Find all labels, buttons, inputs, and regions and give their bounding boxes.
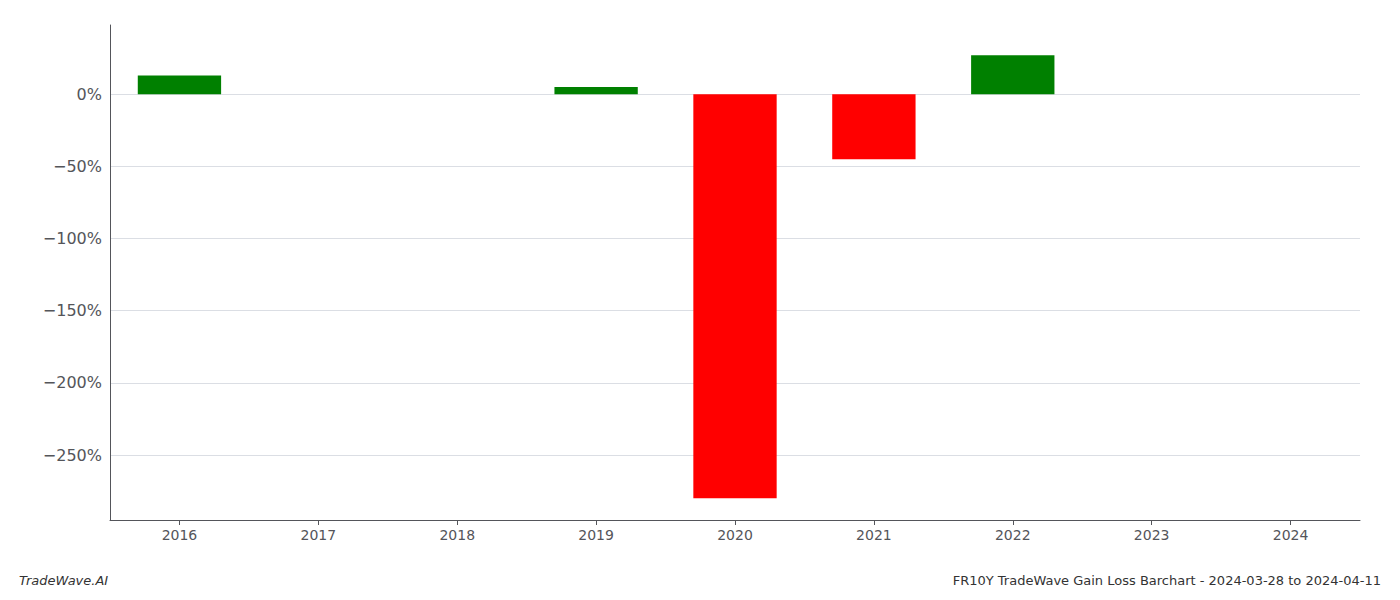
svg-text:2023: 2023 [1134, 527, 1170, 543]
svg-text:2021: 2021 [856, 527, 892, 543]
svg-text:2017: 2017 [301, 527, 337, 543]
svg-text:2024: 2024 [1273, 527, 1309, 543]
svg-text:FR10Y TradeWave Gain Loss Barc: FR10Y TradeWave Gain Loss Barchart - 202… [953, 573, 1381, 588]
svg-text:TradeWave.AI: TradeWave.AI [19, 573, 108, 588]
svg-text:−50%: −50% [53, 157, 102, 176]
svg-text:2019: 2019 [578, 527, 614, 543]
svg-text:2020: 2020 [717, 527, 753, 543]
svg-text:0%: 0% [77, 85, 102, 104]
svg-text:−150%: −150% [43, 301, 102, 320]
svg-text:2016: 2016 [162, 527, 198, 543]
svg-text:−100%: −100% [43, 229, 102, 248]
svg-text:−250%: −250% [43, 446, 102, 465]
svg-text:−200%: −200% [43, 373, 102, 392]
svg-text:2018: 2018 [439, 527, 475, 543]
svg-text:2022: 2022 [995, 527, 1031, 543]
